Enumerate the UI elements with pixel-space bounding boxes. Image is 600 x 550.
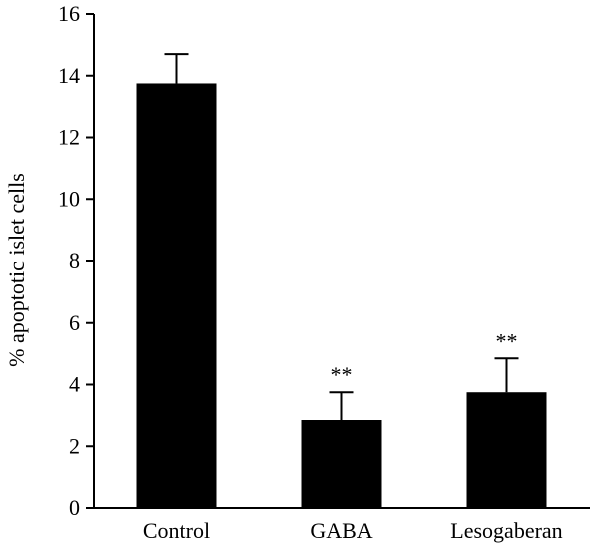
bar-1 — [301, 420, 382, 508]
significance-label-2: ** — [496, 328, 518, 353]
y-tick-label-5: 10 — [58, 186, 80, 211]
y-tick-label-0: 0 — [69, 495, 80, 520]
y-tick-label-3: 6 — [69, 310, 80, 335]
y-tick-label-2: 4 — [69, 372, 80, 397]
x-category-label-2: Lesogaberan — [450, 518, 562, 543]
bar-2 — [466, 392, 547, 508]
x-category-label-1: GABA — [310, 518, 372, 543]
y-tick-label-7: 14 — [58, 63, 80, 88]
y-tick-label-4: 8 — [69, 248, 80, 273]
y-tick-label-8: 16 — [58, 1, 80, 26]
x-category-label-0: Control — [143, 518, 210, 543]
bar-0 — [136, 83, 217, 508]
y-tick-label-6: 12 — [58, 125, 80, 150]
y-axis-label: % apoptotic islet cells — [4, 173, 29, 367]
y-tick-label-1: 2 — [69, 433, 80, 458]
plot-area: 0 2 4 6 8 10 12 14 16 Control ** GABA ** Lesogaberan — [58, 1, 590, 543]
significance-label-1: ** — [331, 362, 353, 387]
